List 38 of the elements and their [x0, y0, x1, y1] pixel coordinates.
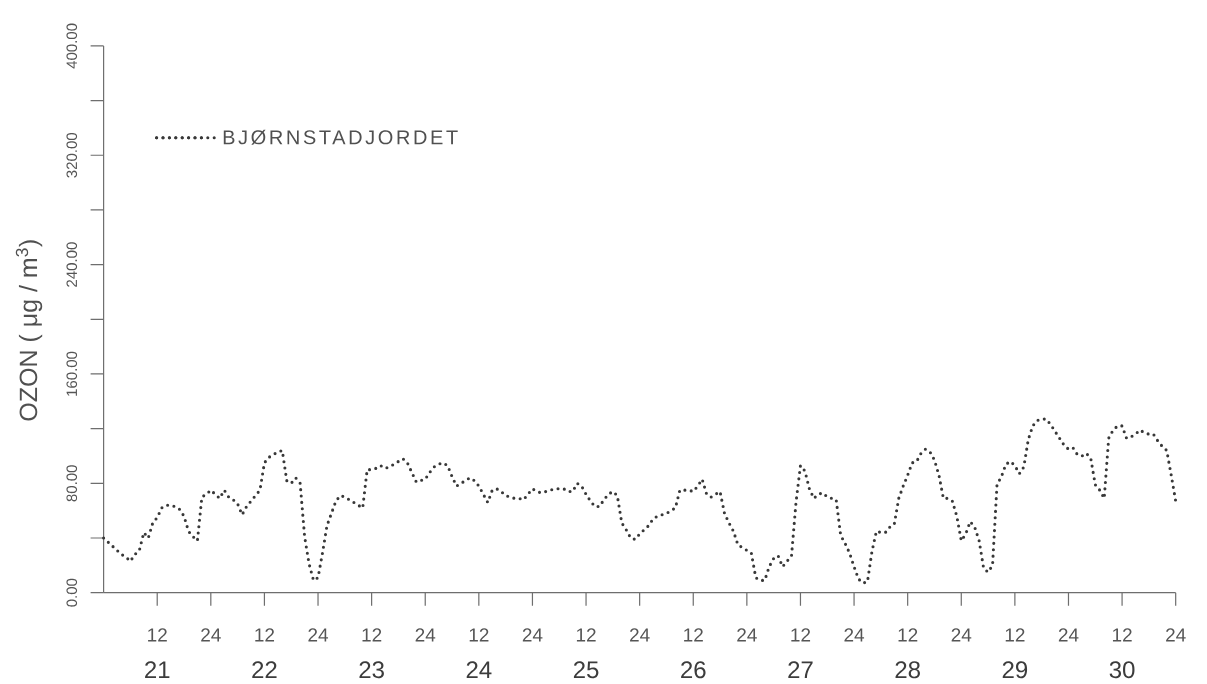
x2-tick-label: 22	[252, 661, 277, 678]
legend-label: BJØRNSTADJORDET	[223, 129, 458, 145]
y-tick-label: 80.00	[66, 465, 78, 502]
x2-tick-label: 29	[1002, 661, 1028, 679]
x-tick-label: 12	[469, 628, 489, 642]
y-tick-label: 320.00	[66, 132, 78, 178]
x2-tick-label: 21	[145, 661, 170, 678]
x-tick-label: 24	[522, 628, 543, 642]
x-tick-label: 12	[1112, 628, 1132, 642]
x-tick-label: 24	[1166, 628, 1186, 642]
x-tick-label: 24	[737, 628, 757, 642]
x-tick-label: 24	[201, 628, 221, 642]
x-tick-label: 24	[1058, 628, 1079, 642]
y-axis-title: OZON ( μg / m$^{3}$)	[15, 240, 43, 421]
x-tick-label: 12	[362, 628, 382, 642]
x2-tick-label: 30	[1109, 661, 1135, 679]
x2-tick-label: 26	[681, 661, 706, 679]
x-tick-label: 24	[630, 628, 650, 642]
x2-tick-label: 24	[466, 661, 492, 678]
x2-tick-label: 23	[359, 661, 384, 679]
x-tick-label: 12	[576, 628, 596, 642]
y-tick-label: 160.00	[66, 351, 78, 396]
x-tick-label: 12	[684, 628, 703, 642]
x-tick-label: 12	[255, 628, 275, 642]
x-tick-label: 12	[148, 628, 167, 642]
y-tick-label: 0.00	[66, 578, 78, 607]
x-tick-label: 24	[308, 628, 329, 642]
x-tick-label: 12	[1005, 628, 1025, 642]
y-tick-label: 400.00	[66, 23, 78, 69]
x2-tick-label: 27	[788, 661, 813, 678]
x-tick-label: 12	[791, 628, 811, 642]
x-tick-label: 12	[898, 628, 918, 642]
x-tick-label: 24	[415, 628, 436, 642]
x-tick-label: 24	[951, 628, 972, 642]
x2-tick-label: 25	[573, 661, 599, 679]
x2-tick-label: 28	[895, 661, 920, 679]
y-tick-label: 240.00	[66, 242, 78, 287]
x-tick-label: 24	[844, 628, 865, 642]
